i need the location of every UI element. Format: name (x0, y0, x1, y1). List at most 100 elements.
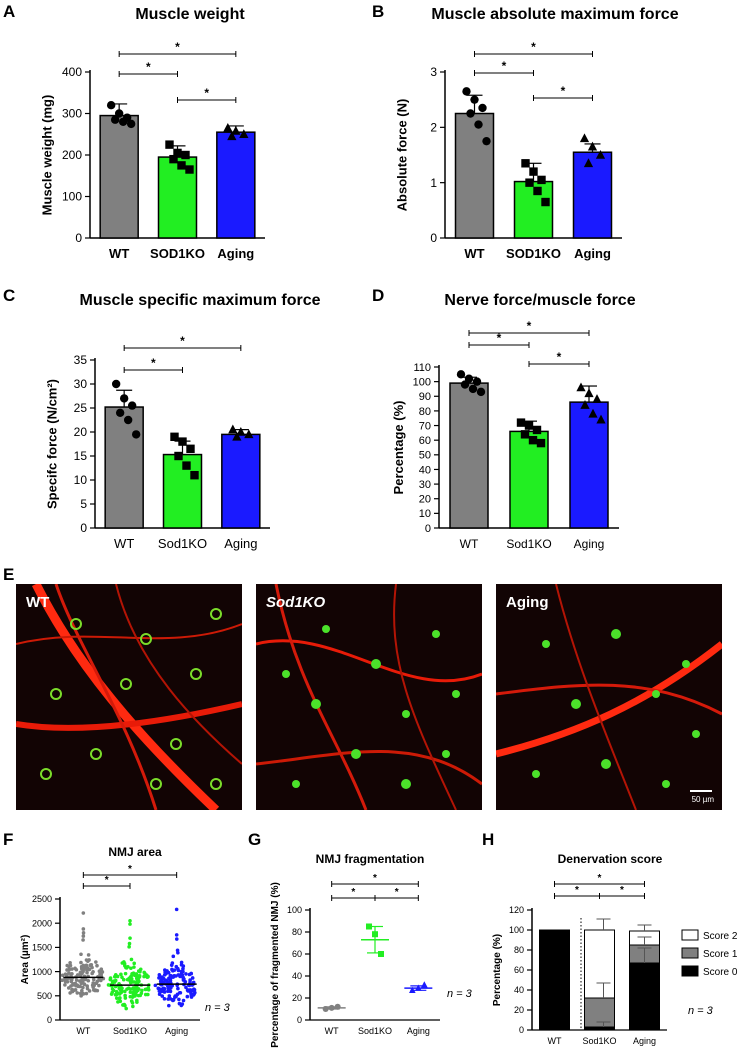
data-point (74, 978, 79, 982)
data-point (482, 136, 491, 146)
significance-label: * (175, 40, 180, 54)
data-point (135, 976, 139, 980)
significance-label: * (105, 875, 109, 886)
data-point (174, 933, 179, 937)
data-point (117, 992, 122, 996)
data-point (65, 973, 69, 977)
data-point (171, 954, 176, 959)
data-point (127, 941, 132, 946)
data-point (131, 1004, 135, 1009)
data-point (579, 133, 590, 143)
data-point (167, 994, 172, 998)
data-point (124, 966, 129, 970)
y-axis-label: Percentage (%) (391, 401, 406, 495)
data-point (99, 978, 103, 983)
y-tick-label: 1000 (32, 967, 52, 977)
y-tick-label: 100 (413, 376, 431, 388)
data-point (167, 980, 172, 984)
data-point (85, 970, 89, 975)
data-point (128, 936, 132, 940)
data-point (537, 175, 546, 185)
data-point (115, 408, 125, 417)
data-point (81, 963, 86, 968)
x-tick-label: Sod1KO (582, 1036, 616, 1046)
data-point (157, 976, 161, 980)
data-point (81, 931, 86, 935)
data-point (142, 974, 146, 979)
data-point (86, 953, 91, 957)
data-point (80, 988, 84, 993)
y-tick-label: 20 (419, 494, 431, 506)
x-tick-label: WT (460, 537, 479, 551)
panel-d-title: Nerve force/muscle force (444, 292, 636, 309)
data-point (128, 994, 133, 999)
data-point (460, 380, 470, 389)
data-point (81, 985, 85, 990)
data-point (138, 993, 143, 998)
data-point (415, 984, 422, 991)
micrograph-sod1ko: Sod1KO (256, 584, 482, 810)
data-point (146, 974, 150, 979)
data-point (135, 978, 140, 983)
y-axis-label: Percentage of fragmented NMJ (%) (270, 882, 281, 1048)
y-tick-label: 70 (419, 420, 431, 432)
data-point (140, 988, 144, 993)
panel-f-title: NMJ area (108, 845, 162, 859)
y-axis-label: Absolute force (N) (395, 99, 410, 212)
significance-label: * (395, 887, 399, 898)
data-point (181, 969, 185, 974)
stacked-bar-score-0 (629, 962, 660, 1031)
data-point (132, 965, 136, 969)
data-point (462, 87, 471, 96)
data-point (86, 959, 90, 963)
data-point (175, 948, 180, 953)
data-point (576, 382, 586, 392)
y-tick-label: 200 (62, 148, 82, 162)
data-point (118, 988, 123, 993)
data-point (583, 158, 594, 168)
x-tick-label: Aging (574, 246, 611, 261)
y-axis-label: Area (µm²) (20, 935, 31, 985)
data-point (89, 963, 94, 967)
data-point (189, 995, 194, 999)
data-point (176, 986, 180, 991)
data-point (529, 167, 538, 176)
significance-label: * (531, 40, 536, 54)
data-point (372, 931, 378, 938)
data-point (181, 966, 185, 971)
data-point (97, 969, 102, 973)
data-point (180, 972, 185, 977)
data-point (118, 117, 128, 127)
x-tick-label: WT (548, 1036, 562, 1046)
data-point (136, 988, 140, 993)
y-tick-label: 10 (419, 508, 431, 520)
x-tick-label: SOD1KO (150, 246, 205, 261)
y-tick-label: 15 (74, 449, 88, 463)
scale-bar-label: 50 µm (691, 795, 714, 804)
data-point (334, 1003, 341, 1010)
y-tick-label: 0 (519, 1025, 524, 1035)
data-point (116, 1000, 120, 1004)
data-point (186, 444, 195, 453)
data-point (81, 938, 85, 942)
x-tick-label: Sod1KO (113, 1026, 147, 1036)
data-point (167, 1003, 171, 1008)
significance-label: * (151, 356, 156, 370)
data-point (78, 970, 83, 975)
data-point (228, 424, 238, 434)
y-axis-label: Specifc force (N/cm²) (45, 379, 60, 509)
data-point (113, 992, 118, 997)
y-tick-label: 60 (419, 435, 431, 447)
data-point (114, 109, 124, 118)
data-point (595, 149, 606, 159)
data-point (60, 973, 65, 978)
data-point (173, 148, 182, 158)
data-point (128, 922, 132, 926)
data-point (119, 972, 123, 977)
x-tick-label: Sod1KO (158, 536, 207, 551)
data-point (127, 978, 132, 983)
data-point (584, 388, 594, 398)
y-tick-label: 35 (74, 353, 88, 367)
data-point (85, 966, 90, 970)
data-point (90, 971, 94, 976)
